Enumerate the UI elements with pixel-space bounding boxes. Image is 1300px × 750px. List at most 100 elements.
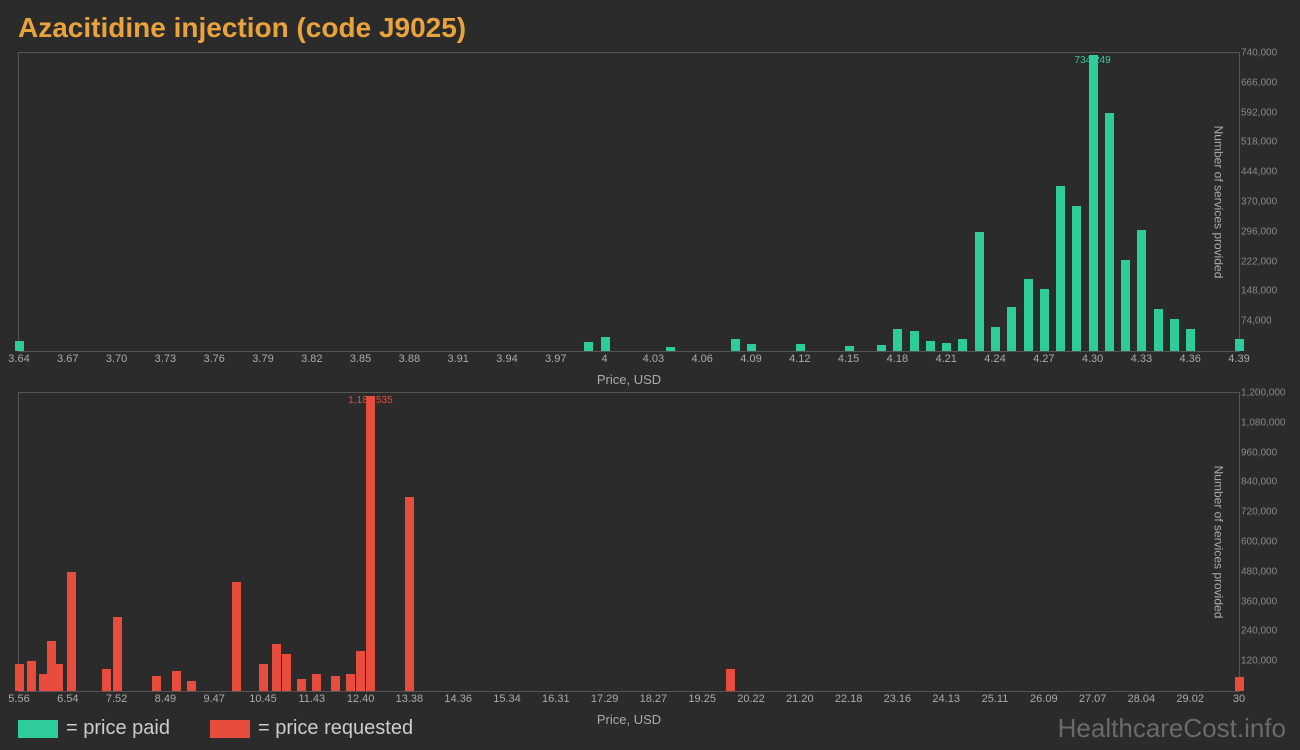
chart-bar [731, 339, 740, 351]
x-tick-label: 4.30 [1082, 353, 1103, 365]
x-tick-label: 3.67 [57, 353, 78, 365]
y-tick-label: 720,000 [1241, 507, 1277, 518]
y-tick-label: 240,000 [1241, 626, 1277, 637]
chart-bar [975, 232, 984, 351]
chart-bar [232, 582, 241, 691]
y-tick-label: 960,000 [1241, 447, 1277, 458]
chart-bar [1007, 307, 1016, 351]
x-tick-label: 4.33 [1131, 353, 1152, 365]
chart-bar [331, 676, 340, 691]
y-tick-label: 518,000 [1241, 137, 1277, 148]
x-tick-label: 16.31 [542, 693, 570, 705]
x-tick-label: 22.18 [835, 693, 863, 705]
x-tick-label: 20.22 [737, 693, 765, 705]
chart-bar [1072, 206, 1081, 351]
legend: = price paid = price requested [18, 717, 413, 740]
chart-bar [1056, 186, 1065, 351]
x-tick-label: 29.02 [1176, 693, 1204, 705]
chart-bar [584, 342, 593, 351]
x-axis-label-paid: Price, USD [597, 372, 661, 387]
watermark: HealthcareCost.info [1058, 713, 1286, 744]
x-tick-label: 10.45 [249, 693, 277, 705]
x-tick-label: 7.52 [106, 693, 127, 705]
x-tick-label: 21.20 [786, 693, 814, 705]
legend-label-paid: = price paid [66, 717, 170, 740]
x-tick-label: 26.09 [1030, 693, 1058, 705]
y-tick-label: 74,000 [1241, 316, 1272, 327]
y-tick-label: 370,000 [1241, 197, 1277, 208]
legend-swatch-paid [18, 720, 58, 738]
x-tick-label: 6.54 [57, 693, 78, 705]
chart-bar [259, 664, 268, 691]
x-tick-label: 4.06 [691, 353, 712, 365]
panel-price-paid: 734,249 3.643.673.703.733.763.793.823.85… [18, 52, 1240, 352]
x-tick-label: 4.15 [838, 353, 859, 365]
chart-bar [877, 345, 886, 351]
x-tick-label: 12.40 [347, 693, 375, 705]
x-tick-label: 3.70 [106, 353, 127, 365]
y-tick-label: 840,000 [1241, 477, 1277, 488]
x-tick-label: 17.29 [591, 693, 619, 705]
peak-label: 734,249 [1075, 55, 1111, 66]
x-tick-label: 4.21 [935, 353, 956, 365]
chart-bar [726, 669, 735, 691]
x-ticks-requested: 5.566.547.528.499.4710.4511.4312.4013.38… [19, 693, 1239, 709]
chart-bar [356, 651, 365, 691]
chart-bar [272, 644, 281, 691]
chart-bar [297, 679, 306, 691]
y-tick-label: 296,000 [1241, 226, 1277, 237]
x-tick-label: 14.36 [444, 693, 472, 705]
x-tick-label: 3.73 [155, 353, 176, 365]
x-tick-label: 4.24 [984, 353, 1005, 365]
x-tick-label: 4.36 [1179, 353, 1200, 365]
x-tick-label: 4.03 [643, 353, 664, 365]
chart-bar [747, 344, 756, 351]
x-tick-label: 3.85 [350, 353, 371, 365]
chart-bar [1170, 319, 1179, 351]
x-tick-label: 25.11 [982, 693, 1009, 705]
legend-item-requested: = price requested [210, 717, 413, 740]
x-tick-label: 4.39 [1228, 353, 1249, 365]
chart-bar [15, 341, 24, 351]
x-tick-label: 30 [1233, 693, 1245, 705]
x-axis-label-requested: Price, USD [597, 712, 661, 727]
x-tick-label: 11.43 [298, 693, 325, 705]
chart-bar [346, 674, 355, 691]
chart-area: 734,249 3.643.673.703.733.763.793.823.85… [18, 52, 1240, 692]
x-tick-label: 3.64 [8, 353, 29, 365]
x-tick-label: 3.88 [399, 353, 420, 365]
legend-item-paid: = price paid [18, 717, 170, 740]
chart-bar [666, 347, 675, 351]
chart-bar [54, 664, 63, 691]
x-tick-label: 27.07 [1079, 693, 1107, 705]
y-tick-label: 148,000 [1241, 286, 1277, 297]
x-tick-label: 3.82 [301, 353, 322, 365]
y-tick-label: 600,000 [1241, 537, 1277, 548]
x-tick-label: 15.34 [493, 693, 521, 705]
y-tick-label: 222,000 [1241, 256, 1277, 267]
plot-requested: 1,186,535 [19, 393, 1239, 691]
chart-bar [991, 327, 1000, 351]
chart-bar [1137, 230, 1146, 351]
y-tick-label: 666,000 [1241, 77, 1277, 88]
legend-label-requested: = price requested [258, 717, 413, 740]
x-tick-label: 5.56 [8, 693, 29, 705]
x-tick-label: 3.76 [203, 353, 224, 365]
x-tick-label: 4.18 [887, 353, 908, 365]
x-tick-label: 24.13 [932, 693, 960, 705]
y-tick-label: 1,080,000 [1241, 417, 1286, 428]
peak-label: 1,186,535 [348, 395, 393, 406]
y-tick-label: 740,000 [1241, 48, 1277, 59]
x-tick-label: 3.91 [447, 353, 468, 365]
chart-bar [1186, 329, 1195, 351]
x-tick-label: 4.09 [740, 353, 761, 365]
y-tick-label: 592,000 [1241, 107, 1277, 118]
chart-bar [926, 341, 935, 351]
chart-bar [601, 337, 610, 351]
chart-bar [113, 617, 122, 692]
chart-bar [910, 331, 919, 351]
chart-bar [187, 681, 196, 691]
x-tick-label: 8.49 [155, 693, 176, 705]
y-axis-label-requested: Number of services provided [1212, 466, 1226, 619]
x-tick-label: 4.12 [789, 353, 810, 365]
